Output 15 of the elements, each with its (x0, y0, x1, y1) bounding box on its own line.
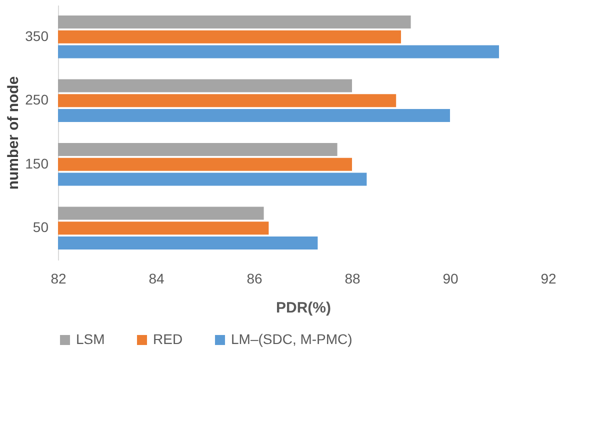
legend-label: LSM (76, 331, 105, 347)
x-tick-label: 86 (246, 270, 262, 286)
legend-label: RED (153, 331, 183, 347)
x-tick-label: 88 (344, 270, 360, 286)
legend-label: LM–(SDC, M-PMC) (231, 331, 352, 347)
y-tick-label: 250 (25, 92, 49, 108)
x-tick-label: 84 (148, 270, 164, 286)
y-tick-label: 50 (32, 219, 49, 236)
x-tick-label: 90 (442, 270, 458, 286)
y-tick-label: 150 (25, 155, 49, 172)
x-tick-label: 82 (50, 270, 66, 286)
x-axis-title: PDR(%) (276, 300, 331, 316)
x-tick-label: 92 (540, 270, 556, 286)
y-tick-label: 350 (25, 28, 49, 44)
y-axis-title: number of node (5, 76, 22, 190)
